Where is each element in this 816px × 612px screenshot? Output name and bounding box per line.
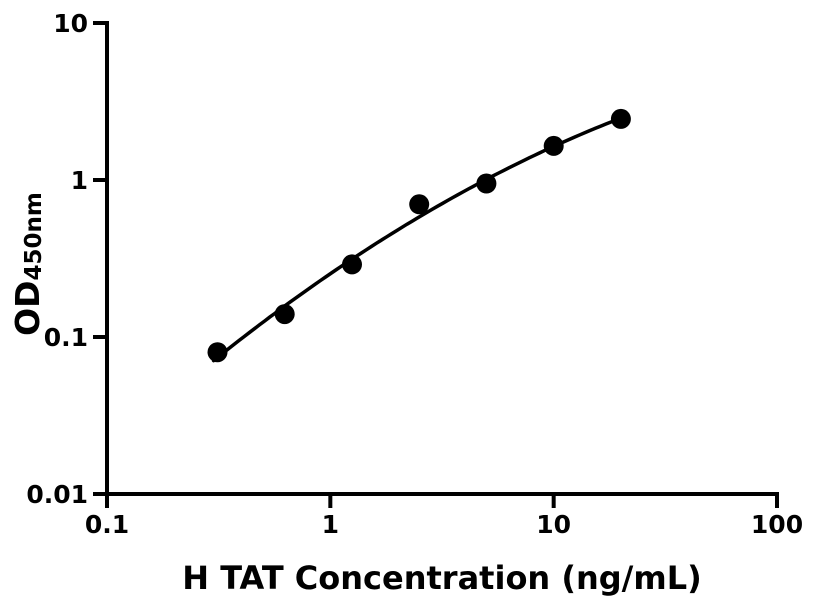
data-point <box>476 173 497 194</box>
y-axis-title: OD450nm <box>8 192 47 336</box>
y-axis-title-subscript: 450nm <box>21 192 47 280</box>
data-point <box>274 304 295 325</box>
x-axis-title: H TAT Concentration (ng/mL) <box>182 559 701 597</box>
data-point <box>543 135 564 156</box>
x-tick-label: 10 <box>536 510 571 539</box>
x-tick-label: 0.1 <box>85 510 129 539</box>
data-point <box>610 108 631 129</box>
x-tick-label: 100 <box>751 510 803 539</box>
y-tick-label: 1 <box>71 166 88 195</box>
data-point <box>409 194 430 215</box>
y-axis-title-main: OD <box>8 280 47 335</box>
axes <box>93 21 779 508</box>
x-tick-label: 1 <box>322 510 339 539</box>
data-points <box>207 108 631 363</box>
fit-curve-line <box>211 116 623 363</box>
data-point <box>207 342 228 363</box>
y-tick-labels: 0.01 0.1 1 10 <box>26 9 88 509</box>
axis-spine <box>105 23 777 496</box>
y-tick-label: 0.1 <box>44 323 88 352</box>
data-point <box>342 254 362 275</box>
y-tick-label: 10 <box>53 9 88 38</box>
y-tick-label: 0.01 <box>26 480 88 509</box>
x-tick-labels: 0.1 1 10 100 <box>85 510 803 539</box>
